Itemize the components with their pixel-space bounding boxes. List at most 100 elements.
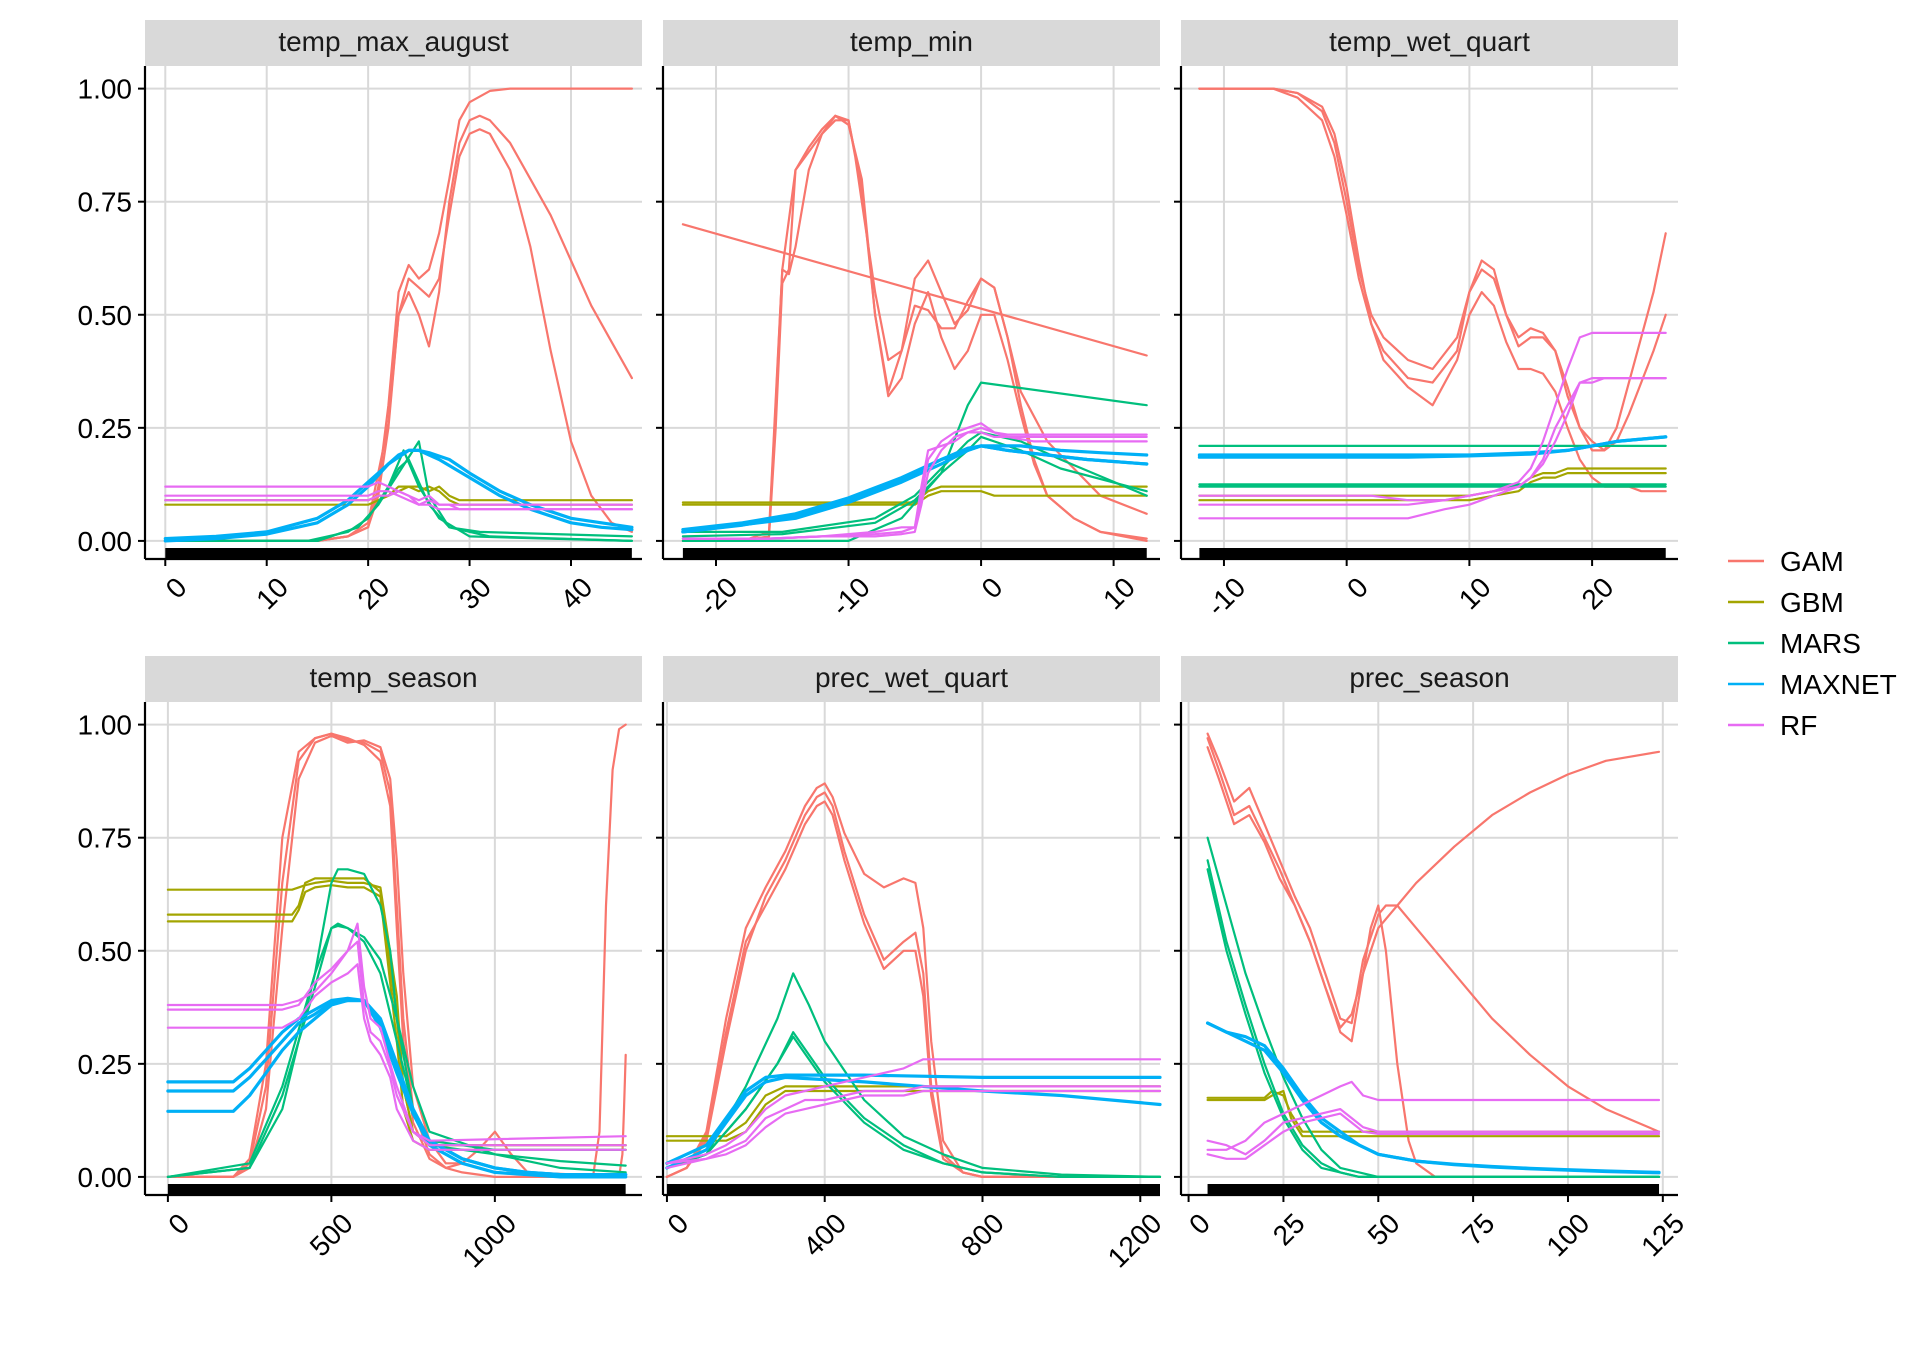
- series-line-rf: [665, 1089, 1162, 1170]
- y-tick-label: 0.00: [78, 1162, 133, 1193]
- x-tick-label: 125: [1635, 1207, 1690, 1262]
- x-tick-label: 20: [352, 571, 396, 615]
- series-line-gam: [1206, 737, 1661, 1179]
- rug-marks: [167, 1184, 626, 1195]
- series-line-gam: [166, 734, 627, 1179]
- y-tick-label: 0.75: [78, 823, 133, 854]
- strip-background: [1181, 20, 1678, 66]
- series-line-gam: [1206, 746, 1661, 1029]
- x-tick-label: 50: [1362, 1207, 1406, 1251]
- series-line-gam: [681, 119, 1148, 543]
- strip-background: [663, 656, 1160, 702]
- y-tick-label: 0.75: [78, 187, 133, 218]
- series-line-mars: [164, 458, 634, 543]
- strip-title: temp_season: [309, 662, 477, 693]
- series-line-rf: [164, 490, 634, 506]
- y-tick-label: 1.00: [78, 710, 133, 741]
- series-line-rf: [665, 1058, 1162, 1165]
- series-line-gbm: [665, 1089, 1162, 1142]
- series-line-maxnet: [665, 1075, 1162, 1170]
- series-line-mars: [1206, 868, 1661, 1179]
- series-line-gam: [665, 800, 1162, 1179]
- plot-background: [145, 702, 642, 1195]
- series-line-mars: [665, 972, 1162, 1179]
- series-line-gam: [1206, 732, 1661, 1133]
- rug-marks: [165, 548, 632, 559]
- y-tick-label: 0.50: [78, 936, 133, 967]
- series-line-gam: [681, 114, 1148, 543]
- y-tick-label: 0.25: [78, 413, 133, 444]
- x-tick-label: 500: [304, 1207, 359, 1262]
- rug-marks: [682, 548, 1147, 559]
- strip-title: prec_season: [1349, 662, 1509, 693]
- series-line-gam: [166, 732, 627, 1179]
- x-tick-label: 0: [1341, 571, 1374, 604]
- plot-background: [1181, 66, 1678, 559]
- x-tick-label: 30: [453, 571, 497, 615]
- series-line-gam: [681, 114, 1148, 543]
- x-tick-label: 0: [976, 571, 1009, 604]
- strip-title: temp_max_august: [278, 26, 509, 57]
- series-line-rf: [166, 940, 627, 1147]
- series-line-gbm: [1206, 1089, 1661, 1133]
- series-line-mars: [681, 435, 1148, 538]
- x-tick-label: 800: [955, 1207, 1010, 1262]
- x-tick-label: 100: [1540, 1207, 1595, 1262]
- strip-title: temp_wet_quart: [1329, 26, 1530, 57]
- x-tick-label: 1000: [456, 1207, 522, 1273]
- series-line-rf: [1206, 1112, 1661, 1160]
- series-line-maxnet: [163, 448, 634, 543]
- strip-background: [663, 20, 1160, 66]
- panel-temp_min: temp_min -20 -10 0 10: [656, 20, 1160, 622]
- series-line-rf: [166, 963, 627, 1151]
- x-tick-label: -10: [1201, 571, 1252, 622]
- series-line-gam: [166, 723, 627, 1179]
- rug-marks: [1207, 1184, 1660, 1195]
- plot-background: [663, 702, 1160, 1195]
- strip-background: [145, 20, 642, 66]
- series-line-gam: [1198, 87, 1667, 452]
- x-tick-label: 0: [160, 571, 193, 604]
- series-line-mars: [665, 1035, 1162, 1179]
- series-line-rf: [665, 1085, 1162, 1165]
- series-line-rf: [164, 490, 634, 511]
- series-line-maxnet: [1205, 1021, 1661, 1175]
- x-tick-label: 0: [162, 1207, 195, 1240]
- legend-label: GAM: [1780, 546, 1844, 577]
- series-line-rf: [1198, 331, 1667, 506]
- x-tick-label: 0: [1183, 1207, 1216, 1240]
- strip-title: temp_min: [850, 26, 973, 57]
- y-tick-label: 0.00: [78, 526, 133, 557]
- strip-title: prec_wet_quart: [815, 662, 1008, 693]
- rug-marks: [666, 1184, 1160, 1195]
- series-line-maxnet: [681, 444, 1149, 534]
- legend: GAM GBM MARS MAXNET RF: [1728, 546, 1897, 741]
- strip-background: [145, 656, 642, 702]
- panel-temp_wet_quart: temp_wet_quart -10 0 10 20: [1174, 20, 1678, 622]
- series-line-maxnet: [681, 444, 1149, 534]
- series-line-rf: [1206, 1107, 1661, 1156]
- legend-label: GBM: [1780, 587, 1844, 618]
- x-tick-label: 25: [1267, 1207, 1311, 1251]
- legend-label: RF: [1780, 710, 1817, 741]
- x-tick-label: -10: [825, 571, 876, 622]
- panel-prec_wet_quart: prec_wet_quart 0 400 800 1200: [656, 656, 1168, 1273]
- panel-temp_max_august: temp_max_august 0.00 0.25 0.50 0.75 1.00 0 10 20…: [78, 20, 642, 615]
- series-line-gbm: [1198, 472, 1667, 502]
- series-line-rf: [1198, 377, 1667, 502]
- x-tick-label: -20: [693, 571, 744, 622]
- x-tick-label: 20: [1576, 571, 1620, 615]
- strip-background: [1181, 656, 1678, 702]
- legend-label: MARS: [1780, 628, 1861, 659]
- series-line-maxnet: [665, 1073, 1162, 1165]
- series-line-rf: [681, 431, 1148, 540]
- x-tick-label: 10: [1453, 571, 1497, 615]
- x-tick-label: 1200: [1102, 1207, 1168, 1273]
- x-tick-label: 0: [661, 1207, 694, 1240]
- x-tick-label: 400: [797, 1207, 852, 1262]
- legend-label: MAXNET: [1780, 669, 1897, 700]
- series-line-gam: [665, 791, 1162, 1179]
- rug-marks: [1199, 548, 1666, 559]
